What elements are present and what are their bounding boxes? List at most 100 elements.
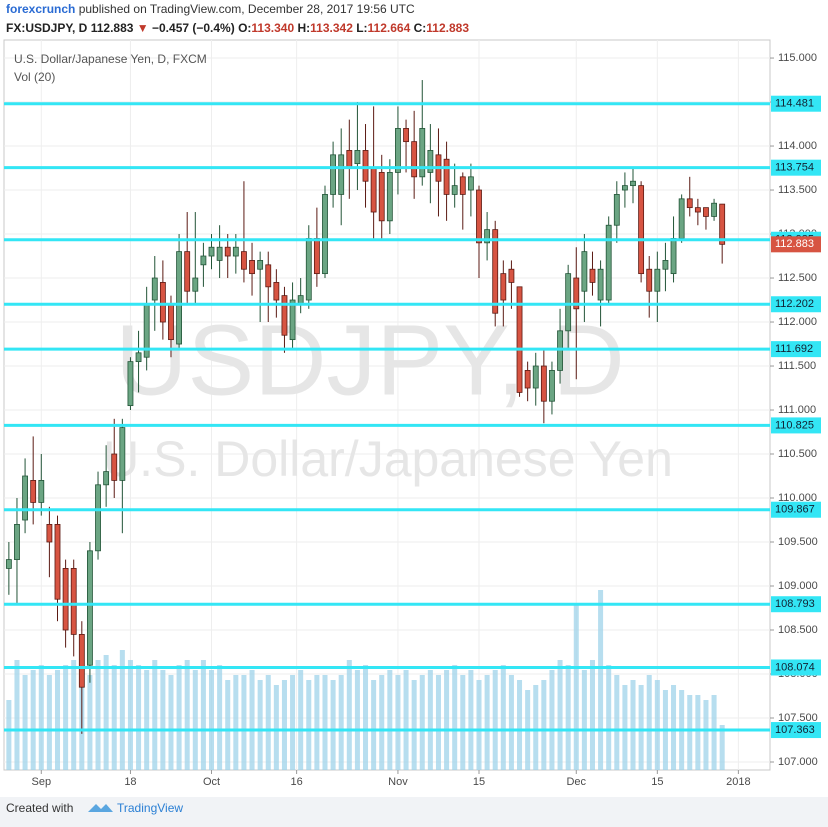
x-tick-label: Sep [31, 776, 51, 788]
level-label-bg [771, 159, 821, 176]
volume-bar [354, 670, 360, 770]
volume-bar [233, 675, 239, 770]
volume-bar [192, 670, 198, 770]
candle-body [313, 238, 320, 275]
candle-body [459, 176, 466, 195]
level-label: 108.793 [775, 598, 815, 610]
level-label-bg [771, 501, 821, 518]
level-label: 107.363 [775, 724, 815, 736]
level-label-bg [771, 659, 821, 676]
candle-body [516, 286, 523, 393]
x-tick-label: 15 [473, 776, 485, 788]
candle-body [168, 304, 174, 341]
candle-body [5, 559, 12, 569]
level-label: 109.867 [775, 504, 815, 516]
volume-bar [460, 675, 466, 770]
x-tick-label: 18 [124, 776, 136, 788]
volume-bar [687, 695, 693, 770]
x-tick-label: 2018 [726, 776, 750, 788]
volume-bar [265, 675, 271, 770]
volume-bar [119, 650, 125, 770]
candle-body [38, 480, 45, 503]
y-tick-label: 112.000 [778, 316, 817, 328]
symbol: FX:USDJPY, D [6, 21, 88, 35]
x-tick-label: Nov [388, 776, 408, 788]
volume-bar [200, 660, 206, 770]
chart-subtitle: Vol (20) [14, 70, 55, 84]
volume-bar [281, 680, 287, 770]
volume-bar [208, 670, 215, 770]
candle-body [192, 277, 199, 292]
close-label: C: [414, 21, 427, 35]
candle-body [362, 150, 369, 182]
volume-bar [144, 670, 150, 770]
candle-body [403, 128, 409, 143]
candle-body [443, 158, 450, 195]
volume-bar [30, 670, 36, 770]
volume-bar [95, 660, 101, 770]
last-price-label: 112.883 [775, 238, 814, 250]
candle-body [95, 484, 101, 552]
y-tick-label: 111.000 [778, 404, 816, 416]
volume-bar [152, 660, 158, 770]
volume-bar [549, 670, 555, 770]
close: 112.883 [426, 21, 469, 35]
candle-body [208, 246, 215, 257]
level-label-bg [771, 417, 821, 434]
footer-bar [0, 797, 828, 827]
low: 112.664 [368, 21, 411, 35]
volume-bar [338, 675, 344, 770]
volume-bar [249, 670, 255, 770]
candle-body [467, 176, 474, 191]
candle-body [224, 246, 231, 257]
volume-bar [387, 670, 393, 770]
volume-bar [160, 670, 166, 770]
candle-body [589, 268, 596, 283]
candle-body [200, 255, 207, 266]
candle-body [87, 550, 93, 666]
candle-body [78, 634, 85, 688]
volume-bar [14, 660, 20, 770]
candle-body [719, 203, 726, 245]
candle-body [30, 480, 37, 503]
x-tick-label: 16 [290, 776, 302, 788]
candle-body [500, 273, 507, 301]
level-label: 110.825 [775, 419, 814, 431]
volume-bar [557, 660, 563, 770]
volume-bar [22, 675, 28, 770]
volume-bar [492, 670, 498, 770]
candle-body [111, 453, 118, 481]
volume-bar [87, 675, 93, 770]
candle-body [70, 568, 77, 635]
y-tick-label: 113.500 [778, 184, 817, 196]
volume-bar [484, 675, 490, 770]
candle-body [508, 268, 515, 283]
candle-body [711, 202, 717, 217]
author: forexcrunch [6, 2, 75, 16]
volume-bar [371, 680, 377, 770]
volume-bar [719, 725, 725, 770]
plot-frame [3, 39, 771, 771]
volume-bar [103, 655, 109, 770]
candle-body [159, 282, 166, 323]
high: 113.342 [310, 21, 353, 35]
level-label-bg [771, 596, 821, 613]
volume-bar [476, 680, 482, 770]
footer-brand[interactable]: TradingView [117, 801, 183, 815]
watermark-sub: U.S. Dollar/Japanese Yen [103, 431, 673, 487]
volume-bar [395, 675, 401, 770]
volume-bar [54, 670, 61, 770]
candle-body [703, 207, 709, 217]
candle-body [613, 194, 620, 226]
candle-body [395, 128, 401, 173]
level-label: 112.202 [775, 298, 814, 310]
volume-bar [127, 660, 133, 770]
candle-body [427, 150, 434, 173]
candle-body [638, 185, 645, 275]
candle-body [176, 251, 182, 345]
volume-bar [638, 685, 644, 770]
candle-body [127, 361, 134, 407]
volume-bar [695, 695, 701, 770]
candle-body [216, 246, 223, 261]
